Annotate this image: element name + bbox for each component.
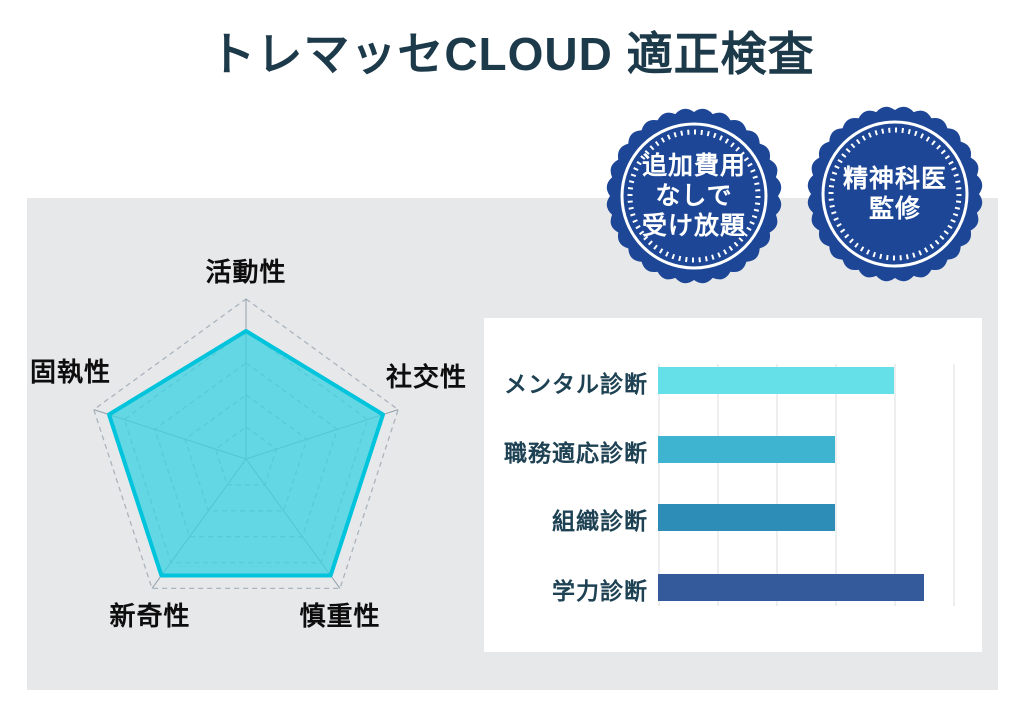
badge-no-extra-cost: 追加費用 なしで 受け放題 [601, 103, 787, 289]
seal-tick-ring [627, 129, 761, 263]
bar-chart-panel: メンタル診断 職務適応診断組織診断学力診断 [484, 318, 982, 652]
bar-chart-gridline [776, 364, 778, 606]
radar-label-caution: 慎重性 [299, 601, 381, 631]
bar [658, 503, 835, 531]
bar [658, 573, 924, 601]
bar-chart-gridline [835, 364, 837, 606]
bar-chart-gridline [894, 364, 896, 606]
bar-label: 学力診断 [552, 578, 648, 604]
seal-icon [606, 108, 782, 284]
badge-line: 精神科医 [842, 165, 947, 193]
badge-psychiatrist-text: 精神科医 監修 [802, 101, 988, 287]
radar-label-persistence: 固執性 [30, 357, 112, 387]
bar-label: 職務適応診断 [504, 440, 648, 466]
bar-chart-gridline [953, 364, 955, 606]
bar-chart-gridline [658, 364, 660, 606]
bar-label: 組織診断 [552, 508, 648, 534]
badge-line: 監修 [868, 195, 921, 223]
radar-label-novelty: 新奇性 [109, 601, 191, 631]
badge-line: なしで [655, 182, 733, 210]
badge-psychiatrist-supervised: 精神科医 監修 [802, 101, 988, 287]
bar-chart-gridline [717, 364, 719, 606]
badge-line: 受け放題 [641, 212, 746, 240]
seal-scallop-edge [606, 108, 782, 284]
page-title: トレマッセCLOUD 適正検査 [209, 28, 815, 80]
seal-inner-ring [821, 120, 969, 268]
seal-inner-ring [620, 122, 768, 270]
bar-label: メンタル診断 [504, 371, 648, 397]
seal-icon [807, 106, 983, 282]
badge-line: 追加費用 [641, 152, 746, 180]
seal-tick-ring [828, 127, 962, 261]
bar [658, 435, 835, 463]
badge-no-extra-cost-text: 追加費用 なしで 受け放題 [601, 103, 787, 289]
bar [658, 366, 894, 394]
radar-label-activity: 活動性 [205, 257, 287, 287]
radar-label-sociability: 社交性 [386, 362, 468, 392]
seal-scallop-edge [807, 106, 983, 282]
bar-chart: メンタル診断 職務適応診断組織診断学力診断 [484, 318, 982, 652]
